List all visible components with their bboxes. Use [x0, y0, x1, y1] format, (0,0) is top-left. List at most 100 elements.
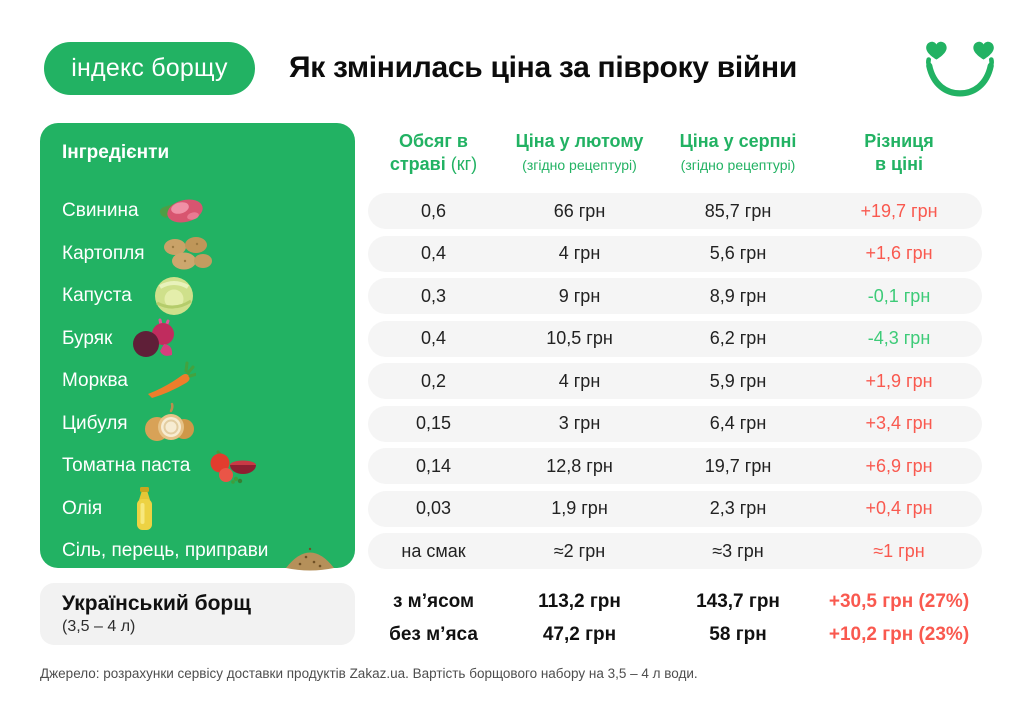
ingredient-label: Томатна паста — [62, 455, 191, 476]
summary-aug: 58 грн — [709, 623, 767, 645]
cell-aug: 85,7 грн — [704, 200, 772, 221]
table-row: 0,3 9 грн 8,9 грн -0,1 грн — [368, 278, 982, 314]
ingredient-label: Буряк — [62, 327, 113, 349]
ingredient-label: Картопля — [62, 242, 145, 264]
carrot-icon — [144, 359, 196, 403]
cell-feb: 9 грн — [558, 285, 601, 306]
cell-aug: 6,4 грн — [709, 413, 767, 433]
spices-icon — [284, 529, 336, 573]
cell-amount: 0,15 — [415, 413, 452, 433]
column-header-4: Різниця в ціні — [864, 131, 934, 175]
onion-icon — [144, 402, 196, 446]
cell-diff: -0,1 грн — [867, 285, 931, 306]
logo-label: індекс борщу — [71, 54, 228, 82]
cell-diff: +6,9 грн — [865, 455, 933, 476]
cell-aug: 5,6 грн — [709, 243, 767, 263]
cell-diff: +0,4 грн — [865, 498, 933, 518]
summary-row: з м’ясом 113,2 грн 143,7 грн +30,5 грн (27%… — [368, 585, 982, 618]
ingredient-label: Цибуля — [62, 412, 128, 434]
table-header-row: Обсяг в страві (кг) Ціна у лютому (згідно р… — [368, 130, 982, 177]
cell-diff: +1,9 грн — [865, 370, 933, 391]
heart-eyes-smiley-icon — [920, 38, 1000, 98]
summary-feb: 113,2 грн — [538, 590, 621, 612]
cell-aug: 19,7 грн — [704, 455, 772, 476]
ingredient-item: Буряк — [62, 318, 349, 357]
cell-feb: 1,9 грн — [551, 498, 608, 518]
dish-card: Український борщ (3,5 – 4 л) — [40, 583, 355, 645]
cell-diff: -4,3 грн — [867, 328, 931, 348]
oil-bottle-icon — [118, 486, 170, 531]
cell-amount: 0,03 — [415, 498, 452, 518]
cell-aug: 8,9 грн — [709, 285, 767, 306]
table-row: на смак ≈2 грн ≈3 грн ≈1 грн — [368, 533, 982, 569]
summary-row: без м’яса 47,2 грн 58 грн +10,2 грн (23%) — [368, 618, 982, 651]
summary-feb: 47,2 грн — [542, 623, 617, 645]
column-header-2: Ціна у лютому (згідно рецептурі) — [515, 131, 644, 174]
ingredient-item: Олія — [62, 486, 349, 530]
potato-icon — [161, 232, 213, 276]
ingredients-panel-title: Інгредієнти — [62, 142, 170, 163]
ingredient-label: Сіль, перець, приправи — [62, 540, 269, 561]
tomato-paste-icon — [206, 444, 258, 488]
table-row: 0,15 3 грн 6,4 грн +3,4 грн — [368, 405, 982, 442]
ingredients-list: Свинина Картопля Капуста Буряк Морква Цибуля Т… — [62, 193, 349, 576]
column-header-3: Ціна у серпні (згідно рецептурі) — [679, 131, 797, 174]
column-header-1: Обсяг в страві (кг) — [389, 131, 478, 175]
cell-amount: 0,6 — [420, 200, 447, 221]
summary-aug: 143,7 грн — [696, 590, 780, 612]
cell-amount: 0,4 — [420, 243, 447, 263]
cell-feb: 4 грн — [558, 243, 601, 263]
dish-volume: (3,5 – 4 л) — [62, 618, 136, 635]
ingredient-item: Морква — [62, 361, 349, 399]
cell-diff: +19,7 грн — [860, 200, 938, 221]
cell-amount: 0,3 — [420, 285, 447, 306]
ingredient-item: Сіль, перець, приправи — [62, 533, 349, 571]
ingredient-item: Капуста — [62, 277, 349, 315]
cell-amount: 0,4 — [420, 328, 447, 348]
cell-feb: 12,8 грн — [546, 455, 613, 476]
ingredient-label: Морква — [62, 370, 128, 391]
borscht-index-logo: індекс борщу — [44, 42, 255, 95]
cell-aug: 6,2 грн — [709, 328, 767, 348]
ingredient-label: Олія — [62, 497, 103, 519]
ingredients-panel: Інгредієнти Свинина Картопля Капуста Буряк М… — [40, 123, 355, 571]
summary-label: з м’ясом — [392, 590, 475, 612]
table-row: 0,4 10,5 грн 6,2 грн -4,3 грн — [368, 320, 982, 357]
ingredient-label: Свинина — [62, 200, 139, 221]
cell-amount: 0,14 — [415, 455, 452, 476]
table-row: 0,03 1,9 грн 2,3 грн +0,4 грн — [368, 490, 982, 527]
table-summary: з м’ясом 113,2 грн 143,7 грн +30,5 грн (27%… — [368, 585, 982, 651]
cell-aug: 2,3 грн — [709, 498, 767, 518]
pork-icon — [155, 189, 207, 233]
ingredient-item: Цибуля — [62, 402, 349, 442]
cell-aug: 5,9 грн — [709, 370, 767, 391]
ingredient-item: Свинина — [62, 193, 349, 229]
beet-icon — [128, 317, 180, 361]
summary-label: без м’яса — [389, 623, 478, 645]
ingredient-item: Картопля — [62, 236, 349, 272]
dish-title: Український борщ — [62, 592, 251, 615]
summary-diff: +10,2 грн (23%) — [828, 623, 970, 645]
cell-amount: на смак — [401, 540, 466, 561]
ingredient-item: Томатна паста — [62, 448, 349, 484]
table-body: 0,6 66 грн 85,7 грн +19,7 грн 0,4 4 грн 5,6 гр… — [368, 193, 982, 576]
table-row: 0,2 4 грн 5,9 грн +1,9 грн — [368, 363, 982, 399]
cell-feb: 3 грн — [558, 413, 601, 433]
cell-feb: ≈2 грн — [553, 540, 606, 561]
cell-aug: ≈3 грн — [712, 540, 764, 561]
ingredient-label: Капуста — [62, 285, 132, 306]
table-row: 0,4 4 грн 5,6 грн +1,6 грн — [368, 235, 982, 272]
cell-diff: +1,6 грн — [865, 243, 933, 263]
cabbage-icon — [148, 274, 200, 318]
cell-amount: 0,2 — [420, 370, 447, 391]
summary-diff: +30,5 грн (27%) — [828, 590, 970, 612]
cell-feb: 4 грн — [558, 370, 601, 391]
cell-feb: 66 грн — [553, 200, 606, 221]
cell-diff: ≈1 грн — [873, 540, 925, 561]
source-note: Джерело: розрахунки сервісу доставки про… — [40, 666, 698, 681]
table-row: 0,6 66 грн 85,7 грн +19,7 грн — [368, 193, 982, 229]
cell-diff: +3,4 грн — [865, 413, 933, 433]
page-title: Як змінилась ціна за півроку війни — [289, 51, 797, 84]
table-row: 0,14 12,8 грн 19,7 грн +6,9 грн — [368, 448, 982, 484]
